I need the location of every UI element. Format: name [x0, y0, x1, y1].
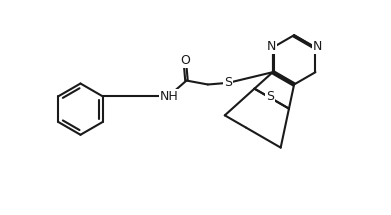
- Text: N: N: [266, 40, 276, 53]
- Text: S: S: [266, 91, 274, 103]
- Text: NH: NH: [160, 90, 178, 103]
- Text: O: O: [180, 54, 190, 67]
- Text: S: S: [224, 76, 232, 89]
- Text: N: N: [313, 40, 322, 53]
